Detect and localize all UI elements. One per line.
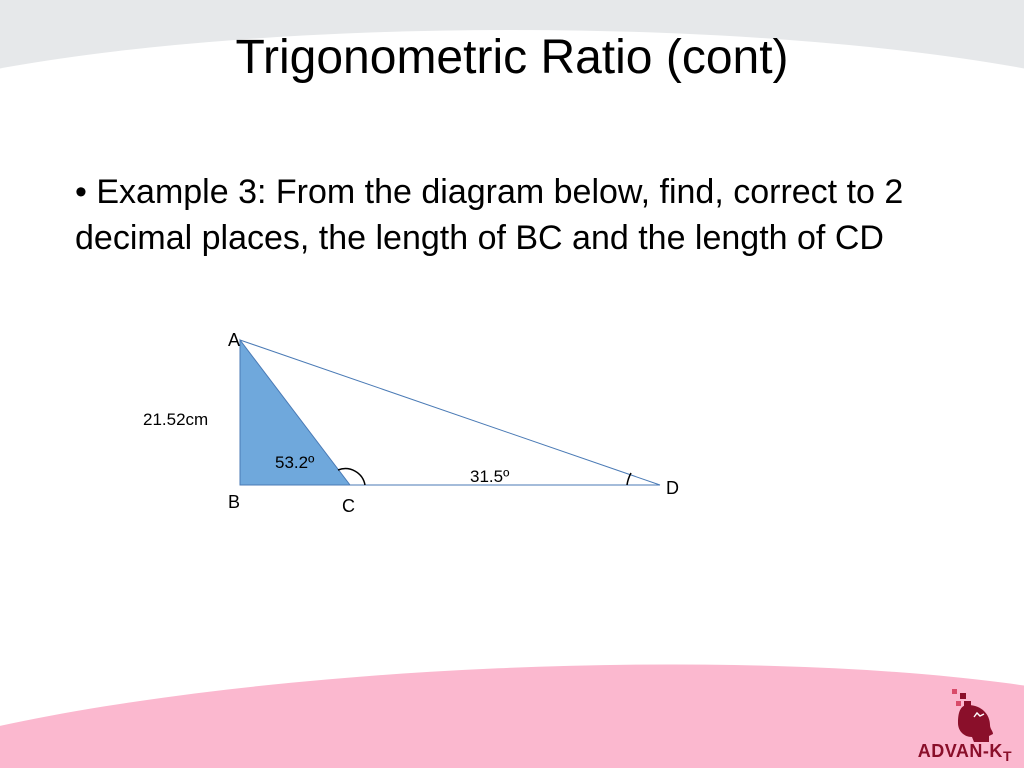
brand-logo: ADVAN-KT [892,687,1012,762]
vertex-label-C: C [342,496,355,517]
angle-label-D: 31.5º [470,467,509,487]
bottom-band [0,658,1024,768]
vertex-label-D: D [666,478,679,499]
bottom-arc [0,658,1024,768]
vertex-label-B: B [228,492,240,513]
diagram-svg [120,330,720,540]
logo-head-icon [882,687,1002,742]
side-label-AB: 21.52cm [143,410,208,430]
brand-subscript: T [1003,748,1012,764]
brand-name-text: ADVAN-K [918,741,1003,761]
brand-name: ADVAN-KT [918,741,1012,762]
example-bullet: Example 3: From the diagram below, find,… [75,170,955,262]
triangle-diagram: A B C D 21.52cm 53.2º 31.5º [120,330,720,560]
slide-title: Trigonometric Ratio (cont) [0,30,1024,85]
angle-label-C: 53.2º [275,453,314,473]
vertex-label-A: A [228,330,240,351]
